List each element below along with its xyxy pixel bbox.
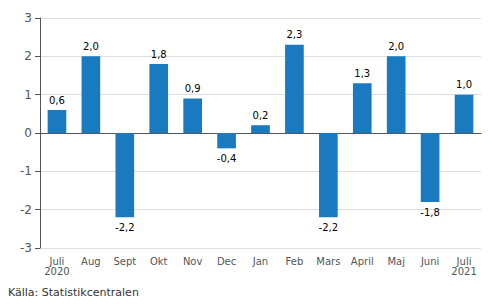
svg-text:1,3: 1,3 [354, 68, 370, 79]
svg-text:2021: 2021 [451, 266, 476, 277]
svg-text:-2,2: -2,2 [319, 222, 339, 233]
svg-text:2: 2 [24, 49, 32, 63]
svg-text:-2,2: -2,2 [115, 222, 135, 233]
svg-text:3: 3 [24, 11, 32, 25]
svg-text:0,6: 0,6 [49, 95, 65, 106]
svg-text:Juli: Juli [49, 255, 65, 267]
svg-text:Aug: Aug [81, 256, 101, 267]
svg-text:-1,8: -1,8 [420, 207, 440, 218]
svg-text:0,9: 0,9 [185, 83, 201, 94]
svg-text:Juli: Juli [456, 255, 472, 267]
svg-text:1,8: 1,8 [151, 49, 167, 60]
svg-text:2,3: 2,3 [286, 29, 302, 40]
svg-text:2020: 2020 [44, 266, 69, 277]
svg-text:2,0: 2,0 [388, 41, 404, 52]
svg-text:Mars: Mars [316, 256, 340, 267]
svg-text:2,0: 2,0 [83, 41, 99, 52]
svg-text:-0,4: -0,4 [217, 153, 237, 164]
svg-text:-2: -2 [20, 203, 32, 217]
svg-text:Nov: Nov [183, 256, 203, 267]
svg-text:Dec: Dec [217, 256, 236, 267]
svg-text:Okt: Okt [150, 256, 168, 267]
svg-text:Maj: Maj [387, 256, 405, 267]
svg-text:-3: -3 [20, 241, 32, 255]
svg-text:Jan: Jan [252, 256, 268, 267]
svg-text:0,2: 0,2 [253, 110, 269, 121]
svg-text:Feb: Feb [286, 256, 304, 267]
svg-text:Sept: Sept [113, 256, 136, 267]
svg-text:1,0: 1,0 [456, 79, 472, 90]
svg-text:1: 1 [24, 88, 32, 102]
svg-text:Källa: Statistikcentralen: Källa: Statistikcentralen [8, 286, 139, 299]
svg-text:April: April [351, 256, 374, 267]
svg-text:Juni: Juni [420, 256, 439, 267]
svg-text:-1: -1 [20, 164, 32, 178]
svg-text:0: 0 [24, 126, 32, 140]
